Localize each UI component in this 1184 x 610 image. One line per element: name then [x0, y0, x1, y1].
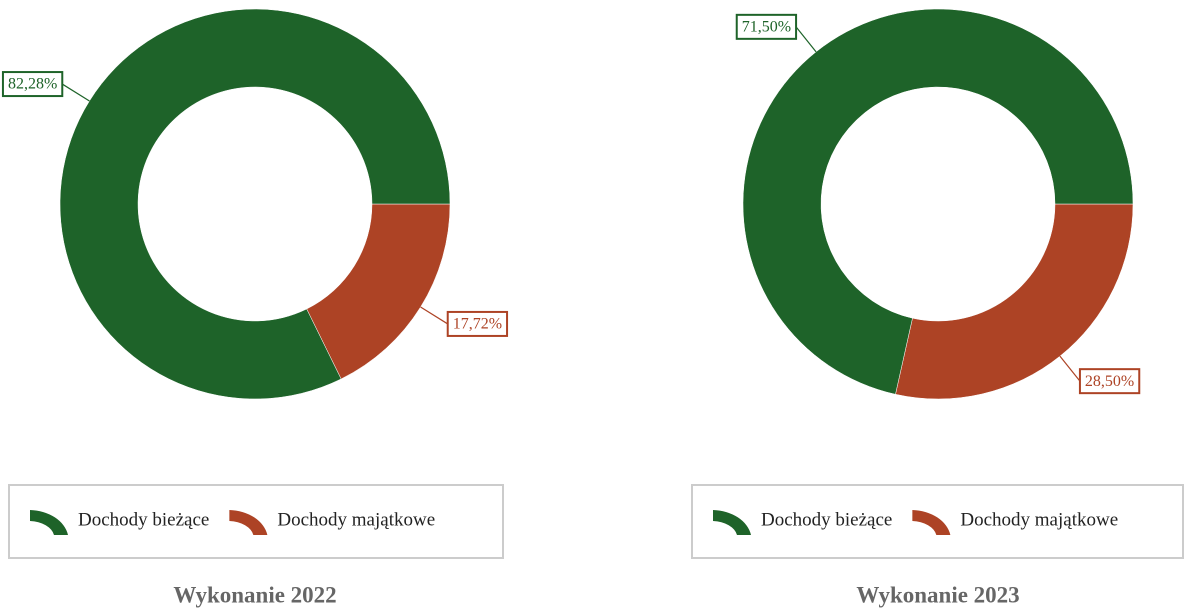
legend-icon — [30, 510, 68, 535]
chart-title: Wykonanie 2022 — [173, 582, 336, 607]
data-label-box — [1, 71, 64, 98]
legend-icon — [713, 510, 751, 535]
legend-label: Dochody bieżące — [78, 509, 209, 530]
donut-segment — [742, 8, 1134, 395]
legend-label: Dochody bieżące — [761, 509, 892, 530]
data-label-text: 82,28% — [8, 76, 57, 93]
leader-line — [795, 26, 817, 53]
donut-segment — [59, 8, 451, 400]
donut-segment — [895, 203, 1134, 400]
data-label-box — [1078, 368, 1141, 395]
legend-icon — [229, 510, 268, 535]
leader-line — [420, 306, 449, 325]
legend-label: Dochody majątkowe — [960, 509, 1118, 530]
data-label-box — [735, 13, 798, 40]
leader-line — [1059, 355, 1081, 382]
data-label: 71,50% — [735, 13, 798, 40]
data-label-text: 28,50% — [1085, 373, 1134, 390]
leader-line — [61, 83, 90, 102]
data-label-box — [446, 310, 509, 337]
chart-title: Wykonanie 2023 — [856, 582, 1019, 607]
data-label: 82,28% — [1, 71, 64, 98]
data-label: 17,72% — [446, 310, 509, 337]
legend-label: Dochody majątkowe — [277, 509, 435, 530]
legend-icon — [912, 510, 951, 535]
data-label-text: 17,72% — [453, 316, 502, 333]
data-label: 28,50% — [1078, 368, 1141, 395]
data-label-text: 71,50% — [742, 19, 791, 36]
